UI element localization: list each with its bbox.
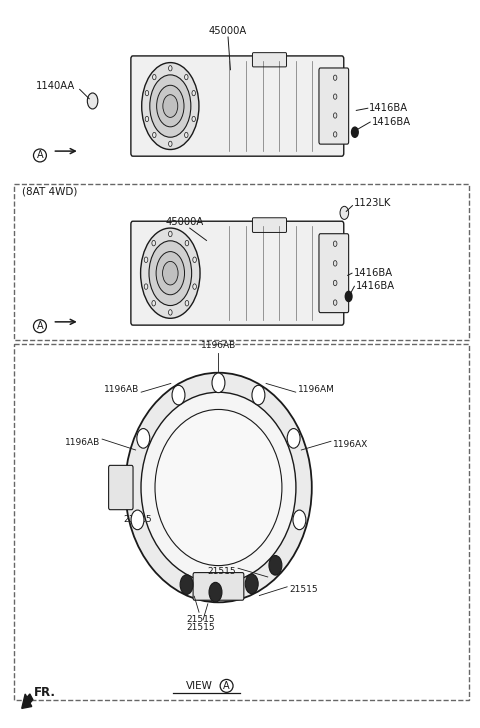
Text: 1196AB: 1196AB [201, 341, 236, 350]
Text: 1196AX: 1196AX [333, 440, 368, 448]
Circle shape [144, 284, 148, 289]
Circle shape [145, 116, 149, 122]
FancyBboxPatch shape [319, 68, 348, 144]
Text: 45000A: 45000A [166, 218, 204, 227]
Circle shape [209, 582, 222, 602]
Circle shape [142, 63, 199, 149]
Circle shape [245, 574, 258, 594]
Circle shape [333, 241, 337, 247]
Text: 21515: 21515 [123, 515, 152, 524]
Text: A: A [36, 151, 43, 160]
Circle shape [334, 75, 337, 80]
FancyBboxPatch shape [319, 234, 348, 312]
Text: 21515: 21515 [187, 622, 216, 632]
Text: 1416BA: 1416BA [356, 281, 395, 291]
Circle shape [193, 257, 196, 263]
FancyBboxPatch shape [131, 56, 344, 157]
Circle shape [185, 132, 188, 138]
Circle shape [152, 301, 156, 306]
Text: (8AT 4WD): (8AT 4WD) [22, 186, 78, 196]
Text: 1416BA: 1416BA [353, 268, 393, 278]
FancyArrow shape [22, 694, 33, 708]
Ellipse shape [141, 392, 296, 583]
Circle shape [163, 95, 178, 117]
Circle shape [168, 309, 172, 315]
Circle shape [168, 141, 172, 146]
Circle shape [153, 74, 156, 80]
Circle shape [153, 132, 156, 138]
Circle shape [172, 385, 185, 405]
Ellipse shape [155, 409, 282, 566]
Text: 21515: 21515 [289, 585, 318, 594]
Text: 1140AA: 1140AA [36, 82, 75, 92]
Circle shape [333, 261, 337, 266]
Text: VIEW: VIEW [186, 681, 213, 691]
Circle shape [252, 385, 265, 405]
Circle shape [180, 575, 193, 594]
Circle shape [192, 90, 195, 96]
Circle shape [152, 240, 156, 246]
Text: FR.: FR. [34, 686, 56, 699]
Circle shape [185, 240, 189, 246]
Text: 1196AM: 1196AM [298, 385, 335, 394]
Circle shape [149, 241, 192, 306]
Ellipse shape [125, 373, 312, 602]
FancyBboxPatch shape [108, 465, 133, 510]
FancyBboxPatch shape [193, 573, 244, 600]
Text: 1196AB: 1196AB [65, 438, 100, 446]
Text: 21515: 21515 [187, 615, 215, 624]
Text: 45000A: 45000A [209, 26, 247, 36]
Circle shape [168, 232, 172, 237]
FancyBboxPatch shape [252, 52, 287, 67]
Circle shape [334, 132, 337, 137]
Circle shape [156, 85, 184, 127]
Circle shape [141, 228, 200, 318]
FancyBboxPatch shape [131, 221, 344, 325]
Circle shape [150, 75, 191, 137]
Circle shape [269, 555, 282, 575]
Circle shape [137, 429, 150, 448]
Circle shape [87, 93, 98, 109]
Text: 21515: 21515 [207, 566, 236, 576]
Circle shape [185, 74, 188, 80]
Text: A: A [36, 321, 43, 331]
Circle shape [333, 300, 337, 305]
Text: 1416BA: 1416BA [369, 103, 408, 114]
Circle shape [185, 301, 189, 306]
Circle shape [163, 261, 178, 285]
Circle shape [345, 291, 352, 301]
Circle shape [212, 373, 225, 392]
Circle shape [193, 284, 196, 289]
Text: 1123LK: 1123LK [354, 198, 391, 207]
Circle shape [293, 510, 306, 530]
Circle shape [144, 257, 148, 263]
Circle shape [333, 280, 337, 285]
FancyBboxPatch shape [252, 218, 287, 232]
Circle shape [351, 127, 358, 138]
Circle shape [192, 116, 195, 122]
Text: 1416BA: 1416BA [372, 117, 411, 127]
Circle shape [340, 206, 348, 219]
Circle shape [168, 66, 172, 71]
Circle shape [334, 113, 337, 118]
Circle shape [334, 94, 337, 99]
Circle shape [131, 510, 144, 530]
Circle shape [287, 429, 300, 448]
Text: A: A [223, 681, 230, 691]
Circle shape [156, 252, 184, 295]
Circle shape [145, 90, 149, 96]
Text: 1196AB: 1196AB [104, 385, 139, 394]
